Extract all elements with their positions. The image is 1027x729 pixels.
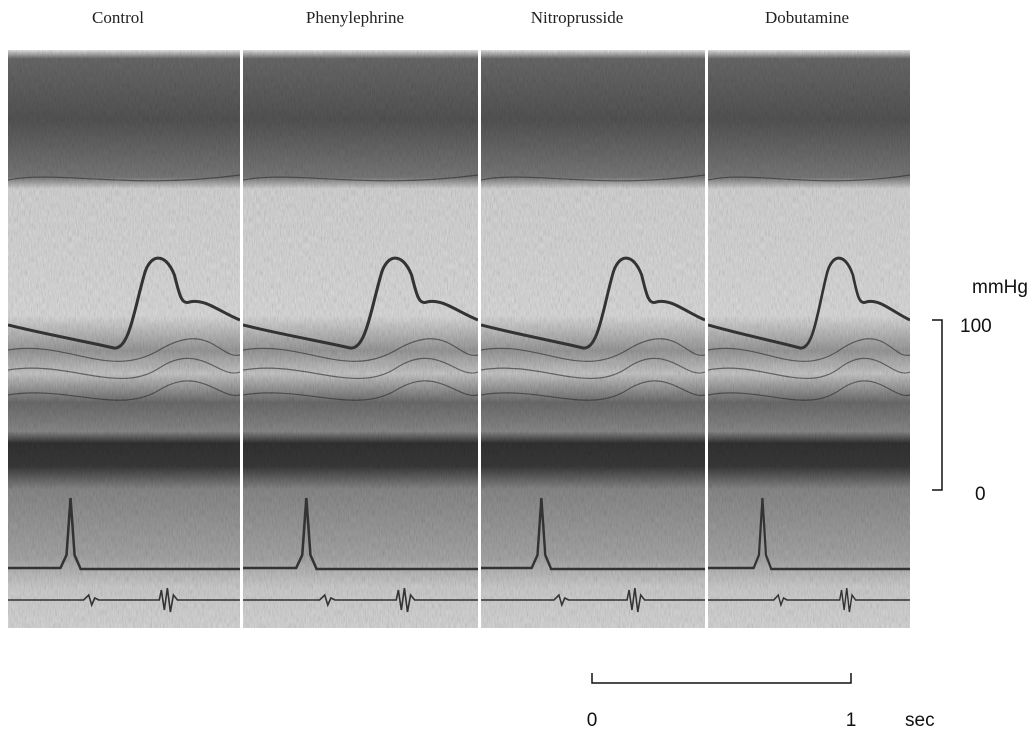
time-start: 0	[587, 710, 598, 729]
panel-label: Control	[92, 8, 144, 27]
pressure-unit: mmHg	[972, 277, 1027, 298]
panel-phenylephrine	[243, 50, 478, 628]
panel-label: Nitroprusside	[531, 8, 624, 27]
time-scale-bar	[591, 673, 852, 684]
panel-control	[8, 50, 240, 628]
pressure-bottom: 0	[975, 484, 986, 505]
panel-label: Dobutamine	[765, 8, 849, 27]
panel-nitroprusside	[481, 50, 705, 628]
panel-dobutamine	[708, 50, 910, 628]
pressure-top: 100	[960, 316, 992, 337]
time-unit: sec	[905, 710, 935, 729]
time-end: 1	[846, 710, 857, 729]
panel-label: Phenylephrine	[306, 8, 404, 27]
pressure-scale-bar	[932, 319, 943, 491]
